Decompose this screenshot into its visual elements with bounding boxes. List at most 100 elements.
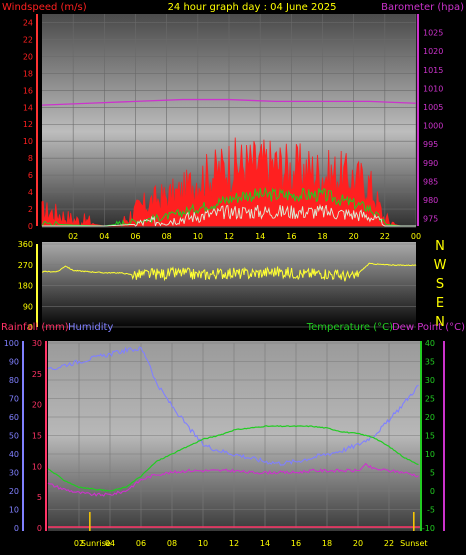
rainfall-ticks: 0 5 10 15 20 25 30 [32,339,42,533]
top-time-tick-label: 12 [224,232,234,241]
barometer-tick-label: 1025 [423,29,443,38]
windspeed-tick-label: 14 [23,103,33,112]
bottom-time-tick-label: 20 [353,539,363,548]
humidity-tick-label: 50 [9,432,19,441]
bottom-time-tick-label: 22 [384,539,394,548]
barometer-tick-label: 980 [423,196,438,205]
temperature-axis-label: Temperature (°C) [306,322,393,333]
temperature-tick-label: 20 [425,413,435,422]
top-time-tick-label: 16 [286,232,296,241]
windspeed-tick-label: 20 [23,52,33,61]
top-time-ticks: 02 04 06 08 10 12 14 16 18 20 22 00 [68,232,421,241]
bottom-time-tick-label: 12 [229,539,239,548]
temperature-tick-label: -5 [427,506,435,515]
humidity-tick-label: 70 [9,395,19,404]
top-time-tick-label: 02 [68,232,78,241]
bottom-time-ticks: 02 04 06 08 10 12 14 16 18 20 22 [74,539,394,548]
temperature-tick-label: 15 [425,432,435,441]
humidity-tick-label: 60 [9,413,19,422]
rainfall-tick-label: 0 [37,524,42,533]
temperature-tick-label: 5 [430,469,435,478]
rainfall-axis-label: Rainfall (mm) [1,322,69,333]
top-time-tick-label: 04 [99,232,109,241]
barometer-tick-label: 975 [423,215,438,224]
humidity-tick-label: 10 [9,506,19,515]
barometer-tick-label: 1015 [423,66,443,75]
rainfall-tick-label: 15 [32,432,42,441]
bottom-panel: Rainfall (mm) Humidity Temperature (°C) … [1,322,465,548]
bottom-time-tick-label: 06 [136,539,146,548]
bottom-time-tick-label: 10 [198,539,208,548]
bottom-time-tick-label: 18 [322,539,332,548]
bottom-gridlines [48,342,420,529]
top-time-tick-label: 18 [317,232,327,241]
windspeed-tick-label: 2 [28,205,33,214]
windspeed-tick-label: 4 [28,188,33,197]
bottom-time-tick-label: 08 [167,539,177,548]
windspeed-tick-label: 6 [28,171,33,180]
direction-tick-label: 180 [18,282,33,291]
top-time-tick-label: 10 [193,232,203,241]
barometer-series [41,98,417,106]
humidity-tick-label: 30 [9,469,19,478]
windspeed-tick-label: 10 [23,137,33,146]
compass-n-bottom: N [435,315,445,330]
direction-gridlines [42,243,416,328]
barometer-tick-label: 985 [423,177,438,186]
temperature-tick-label: 40 [425,339,435,348]
wind-direction-series [41,262,417,282]
windspeed-tick-label: 16 [23,86,33,95]
humidity-tick-label: 90 [9,358,19,367]
top-time-tick-label: 22 [380,232,390,241]
compass-s: S [436,277,444,292]
windspeed-tick-label: 12 [23,120,33,129]
direction-tick-label: 0 [28,323,33,332]
rainfall-tick-label: 25 [32,370,42,379]
windspeed-low-series [42,203,416,227]
sunrise-label: Sunrise [81,539,111,548]
bottom-series [47,346,420,531]
humidity-series [47,346,419,466]
rainfall-tick-label: 5 [37,493,42,502]
temperature-tick-label: 0 [430,487,435,496]
barometer-ticks: 975 980 985 990 995 1000 1005 1010 1015 1020 1025 [423,29,443,224]
direction-tick-label: 360 [18,240,33,249]
bottom-time-tick-label: 04 [105,539,115,548]
top-time-tick-label: 06 [130,232,140,241]
sunset-label: Sunset [400,539,427,548]
direction-series [41,262,417,282]
top-time-tick-label: 00 [411,232,421,241]
humidity-tick-label: 80 [9,376,19,385]
windspeed-tick-label: 0 [28,222,33,231]
compass-n-top: N [435,239,445,254]
temperature-tick-label: 35 [425,358,435,367]
bottom-time-tick-label: 14 [260,539,270,548]
humidity-axis-label: Humidity [68,322,113,333]
top-series [41,98,417,227]
windspeed-tick-label: 8 [28,154,33,163]
dewpoint-series [47,462,419,497]
direction-plot-area [42,242,416,327]
bottom-time-tick-label: 16 [291,539,301,548]
barometer-tick-label: 990 [423,159,438,168]
temperature-ticks: -10 -5 0 5 10 15 20 25 30 35 40 [422,339,435,533]
windspeed-tick-label: 22 [23,35,33,44]
chart-title: 24 hour graph day : 04 June 2025 [168,2,337,13]
temperature-tick-label: 25 [425,395,435,404]
barometer-tick-label: 1020 [423,47,443,56]
humidity-tick-label: 100 [4,339,19,348]
barometer-tick-label: 1000 [423,122,443,131]
rainfall-tick-label: 30 [32,339,42,348]
temperature-tick-label: -10 [422,524,435,533]
windspeed-tick-label: 18 [23,69,33,78]
humidity-tick-label: 40 [9,450,19,459]
top-time-tick-label: 14 [255,232,265,241]
barometer-tick-label: 1005 [423,103,443,112]
bottom-time-tick-label: 02 [74,539,84,548]
temperature-tick-label: 30 [425,376,435,385]
direction-ticks: 0 90 180 270 360 [18,240,33,332]
top-panel: Windspeed (m/s) 24 hour graph day : 04 J… [2,2,464,241]
rainfall-tick-label: 20 [32,401,42,410]
